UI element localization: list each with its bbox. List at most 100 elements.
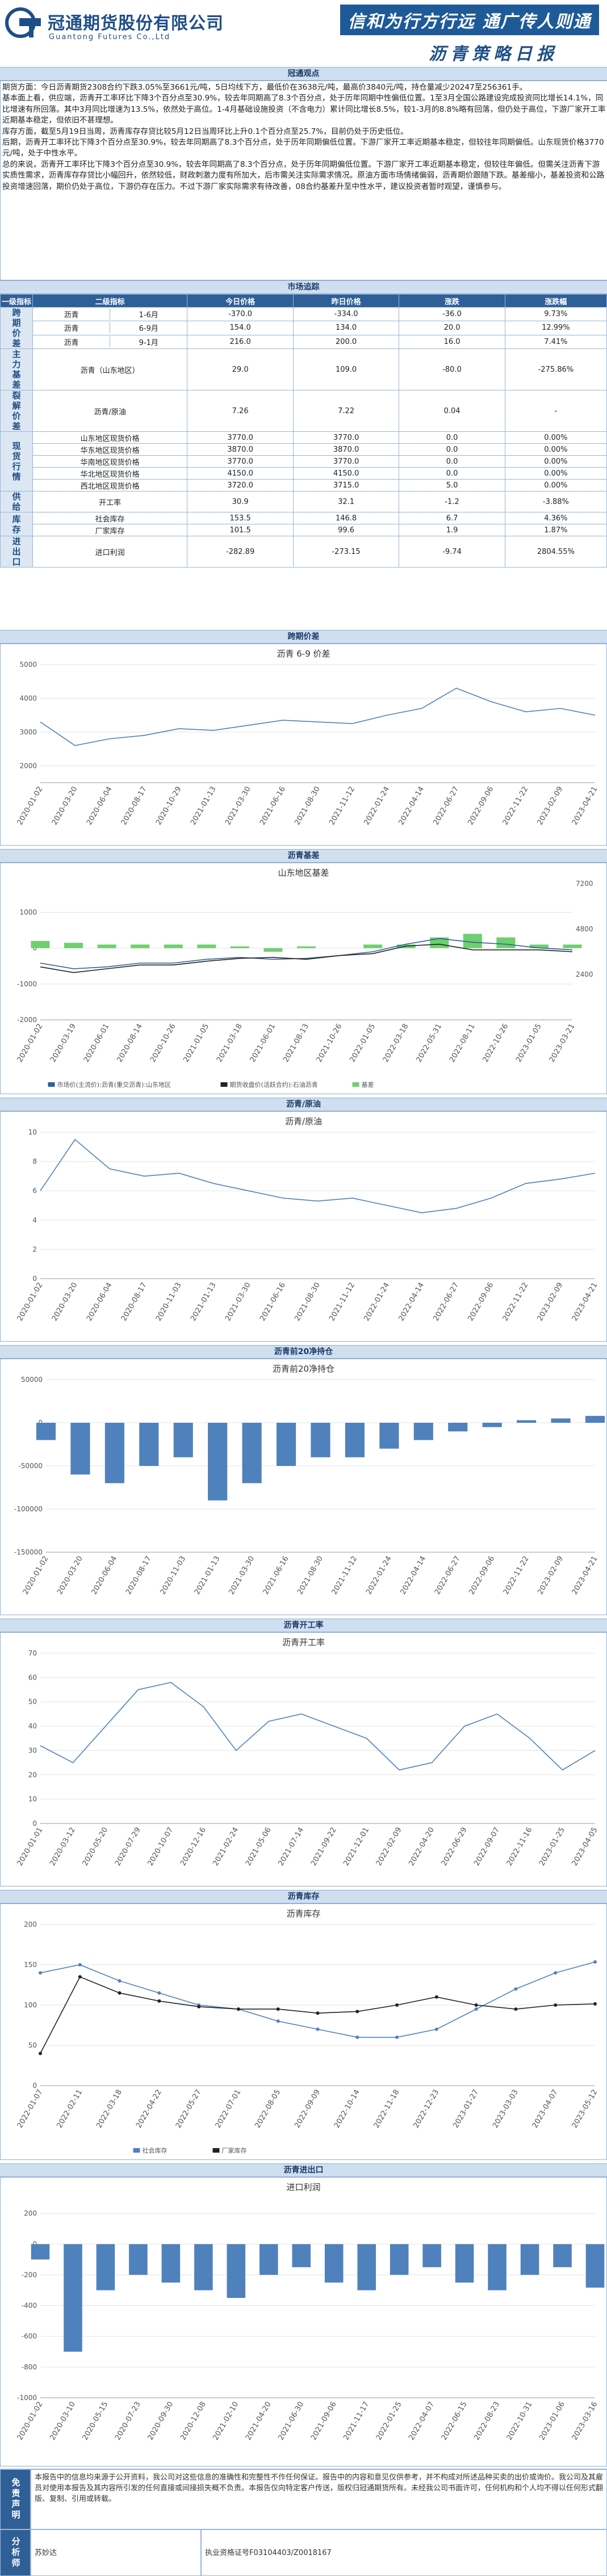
x-tick-label: 2022-11-18 [372, 2088, 401, 2130]
y-tick-label: 2 [32, 1245, 37, 1253]
series-line-point [78, 1975, 82, 1978]
x-tick-label: 2022-07-01 [214, 2088, 243, 2130]
legend-label: 基差 [362, 1081, 374, 1089]
x-tick-label: 2021-03-30 [227, 1555, 256, 1596]
table-cell-chg: 0.0 [399, 456, 505, 468]
y-tick-label: 70 [28, 1649, 37, 1657]
x-tick-label: 2022-10-26 [482, 1023, 510, 1064]
y-tick-label: 200 [24, 2209, 37, 2217]
table-cell-today: 30.9 [187, 491, 293, 512]
table-cell-yday: 134.0 [293, 321, 399, 335]
x-tick-label: 2021-07-14 [277, 1826, 305, 1868]
series-line-point [316, 2011, 320, 2015]
subindex-name: 沥青 [33, 322, 110, 333]
section-bar-inventory: 沥青库存 [0, 1890, 607, 1903]
x-tick-label: 2021-09-22 [309, 1826, 338, 1868]
table-cell-chg: 0.04 [399, 390, 505, 432]
table-cell-today: 7.26 [187, 390, 293, 432]
x-tick-label: 2023-01-27 [451, 2088, 480, 2130]
x-tick-label: 2020-03-20 [56, 1555, 85, 1596]
x-tick-label: 2022-01-24 [362, 1281, 391, 1323]
x-tick-label: 2022-04-22 [135, 2088, 164, 2130]
x-tick-label: 2022-03-18 [382, 1023, 411, 1064]
basis-bar [64, 943, 83, 948]
x-tick-label: 2023-03-16 [571, 2401, 600, 2442]
table-cell-pct: 0.00% [505, 456, 606, 468]
x-tick-label: 2022-04-14 [397, 785, 426, 827]
position-bar [379, 1423, 399, 1449]
x-tick-label: 2022-08-23 [472, 2401, 501, 2442]
y-tick-label: 20 [28, 1771, 37, 1779]
table-subindex: 沥青（山东地区） [32, 349, 187, 390]
position-bar [448, 1423, 467, 1431]
y-tick-label: 8 [32, 1158, 37, 1166]
chart-title: 山东地区基差 [278, 868, 329, 878]
x-tick-label: 2020-05-20 [81, 1826, 110, 1868]
table-category: 现货行情 [1, 432, 33, 491]
chart-title: 沥青库存 [286, 1909, 320, 1919]
table-cell-today: -282.89 [187, 536, 293, 568]
y-tick-label: 10 [28, 1795, 37, 1803]
table-header: 一级指标 [1, 295, 33, 308]
y-tick-label: -2000 [17, 1016, 37, 1024]
x-tick-label: 2022-06-27 [433, 1555, 462, 1596]
basis-bar [231, 947, 249, 948]
table-cell-pct: -275.86% [505, 349, 606, 390]
x-tick-label: 2022-01-24 [365, 1555, 393, 1596]
y-tick-label: -50000 [18, 1462, 43, 1470]
table-header: 二级指标 [32, 295, 187, 308]
table-subindex: 华东地区现货价格 [32, 444, 187, 456]
chart-position: 沥青前20净持仓-150000-100000-500000500002020-0… [0, 1359, 607, 1615]
y-tick-label: 0 [32, 1819, 37, 1827]
table-cell-yday: 146.8 [293, 512, 399, 524]
analyst-label-text: 分析师 [10, 2537, 21, 2569]
x-tick-label: 2022-09-06 [467, 1281, 496, 1323]
x-tick-label: 2023-03-21 [548, 1023, 577, 1064]
x-tick-label: 2022-04-14 [399, 1555, 428, 1596]
basis-bar [263, 948, 282, 952]
x-tick-label: 2022-09-06 [467, 785, 496, 827]
x-tick-label: 2023-05-12 [571, 2088, 600, 2130]
table-subindex: 开工率 [32, 491, 187, 512]
trade-bar [455, 2244, 474, 2283]
trade-bar [422, 2244, 441, 2267]
series-line-point [514, 1987, 517, 1991]
position-bar [242, 1423, 262, 1483]
basis-bar [496, 938, 515, 948]
x-tick-label: 2020-03-19 [49, 1023, 78, 1064]
x-tick-label: 2020-06-01 [82, 1023, 111, 1064]
company-logo [3, 6, 44, 39]
x-tick-label: 2020-01-02 [16, 2401, 45, 2442]
table-cell-today: 216.0 [187, 335, 293, 348]
x-tick-label: 2022-11-22 [502, 1555, 531, 1596]
table-cell-pct: 12.99% [505, 321, 606, 335]
table-cell-yday: 7.22 [293, 390, 399, 432]
x-tick-label: 2023-04-07 [531, 2088, 560, 2130]
x-tick-label: 2020-06-04 [90, 1555, 119, 1596]
y-tick-label: 50 [28, 2041, 37, 2049]
position-bar [345, 1423, 365, 1457]
x-tick-label: 2022-01-25 [375, 2401, 404, 2442]
x-tick-label: 2022-04-07 [407, 2401, 436, 2442]
analyst-name: 苏妙达 [31, 2529, 201, 2576]
x-tick-label: 2022-05-27 [174, 2088, 203, 2130]
x-tick-label: 2021-01-13 [189, 1281, 218, 1323]
x-tick-label: 2021-11-12 [330, 1555, 359, 1596]
table-header: 涨跌幅 [505, 295, 606, 308]
chart-basis: 山东地区基差-2000-1000010002400480072002020-01… [0, 863, 607, 1094]
x-tick-label: 2021-06-16 [258, 785, 287, 827]
x-tick-label: 2020-07-29 [114, 1826, 143, 1868]
disclaimer-text: 本报告中的信息均来源于公开资料，我公司对这些信息的准确性和完整性不作任何保证。报… [31, 2469, 607, 2529]
x-tick-label: 2022-08-11 [448, 1023, 477, 1064]
trade-bar [162, 2244, 181, 2283]
x-tick-label: 2021-02-10 [212, 2401, 241, 2442]
